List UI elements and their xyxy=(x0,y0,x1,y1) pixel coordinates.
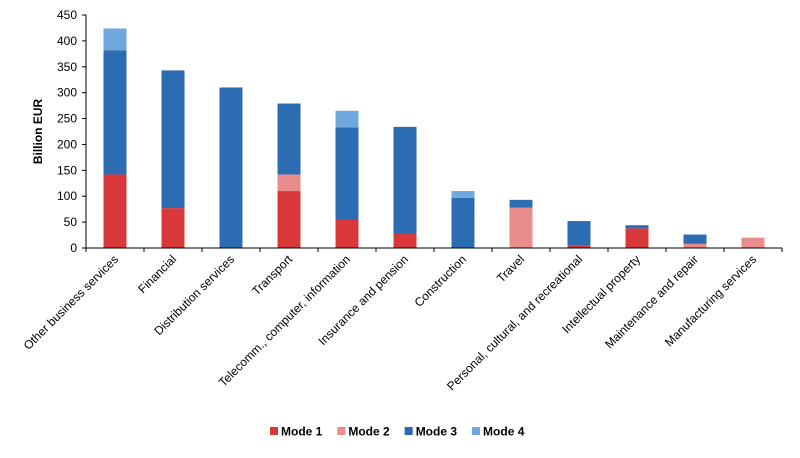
legend-swatch xyxy=(472,427,481,435)
legend-swatch xyxy=(404,427,413,435)
x-tick-label: Transport xyxy=(249,252,295,298)
legend-swatch xyxy=(337,427,346,435)
bar-segment-mode-1 xyxy=(335,219,359,248)
axes xyxy=(82,14,783,252)
bar-segment-mode-4 xyxy=(451,191,475,198)
bar-segment-mode-3 xyxy=(509,199,533,208)
bar-segment-mode-2 xyxy=(277,174,301,192)
x-tick-labels: Other business services FinancialDistribu… xyxy=(21,252,759,393)
bar-segment-mode-3 xyxy=(567,221,591,246)
y-tick-label: 150 xyxy=(57,163,77,177)
y-tick-label: 100 xyxy=(57,189,77,203)
bar-segment-mode-2 xyxy=(509,207,533,248)
bar-segment-mode-3 xyxy=(161,70,185,209)
y-tick-label: 200 xyxy=(57,137,77,151)
y-tick-label: 350 xyxy=(57,60,77,74)
bar-segment-mode-1 xyxy=(625,228,649,248)
legend-label: Mode 3 xyxy=(416,425,458,439)
bar-segment-mode-3 xyxy=(625,225,649,229)
x-tick-label: Other business services xyxy=(21,252,121,352)
y-tick-label: 400 xyxy=(57,34,77,48)
legend-swatch xyxy=(270,427,278,435)
bar-segment-mode-2 xyxy=(683,243,707,248)
bar-segment-mode-1 xyxy=(161,208,185,248)
bar-segment-mode-4 xyxy=(335,110,359,128)
bar-segment-mode-3 xyxy=(451,197,475,248)
bar-segment-mode-1 xyxy=(393,233,417,248)
bar-segment-mode-3 xyxy=(103,50,127,175)
bar-segment-mode-3 xyxy=(393,126,417,234)
bar-segment-mode-1 xyxy=(277,191,301,248)
y-tick-label: 0 xyxy=(70,241,77,255)
bar-segment-mode-3 xyxy=(219,87,243,248)
y-tick-label: 250 xyxy=(57,112,77,126)
legend-label: Mode 1 xyxy=(281,425,323,439)
legend-label: Mode 2 xyxy=(348,425,390,439)
bar-segment-mode-1 xyxy=(567,245,591,248)
bar-segment-mode-1 xyxy=(103,174,127,248)
x-tick-label: Maintenance and repair xyxy=(602,252,701,351)
y-tick-label: 50 xyxy=(64,215,78,229)
x-tick-label: Construction xyxy=(412,252,470,310)
legend-label: Mode 4 xyxy=(483,425,525,439)
legend: Mode 1 Mode 2 Mode 3 Mode 4 xyxy=(270,425,525,439)
y-tick-label: 300 xyxy=(57,86,77,100)
bar-segment-mode-2 xyxy=(741,237,765,248)
y-tick-labels: 0 50 100 150 200 250 300 350 400 450 xyxy=(57,8,77,255)
bar-segment-mode-4 xyxy=(103,28,127,51)
y-tick-label: 450 xyxy=(57,8,77,22)
bars xyxy=(103,28,765,248)
bar-segment-mode-3 xyxy=(683,234,707,244)
y-axis-title: Billion EUR xyxy=(31,99,45,165)
bar-segment-mode-3 xyxy=(335,127,359,220)
x-tick-label: Travel xyxy=(494,252,527,285)
bar-segment-mode-3 xyxy=(277,103,301,175)
x-tick-label: Financial xyxy=(135,252,179,296)
